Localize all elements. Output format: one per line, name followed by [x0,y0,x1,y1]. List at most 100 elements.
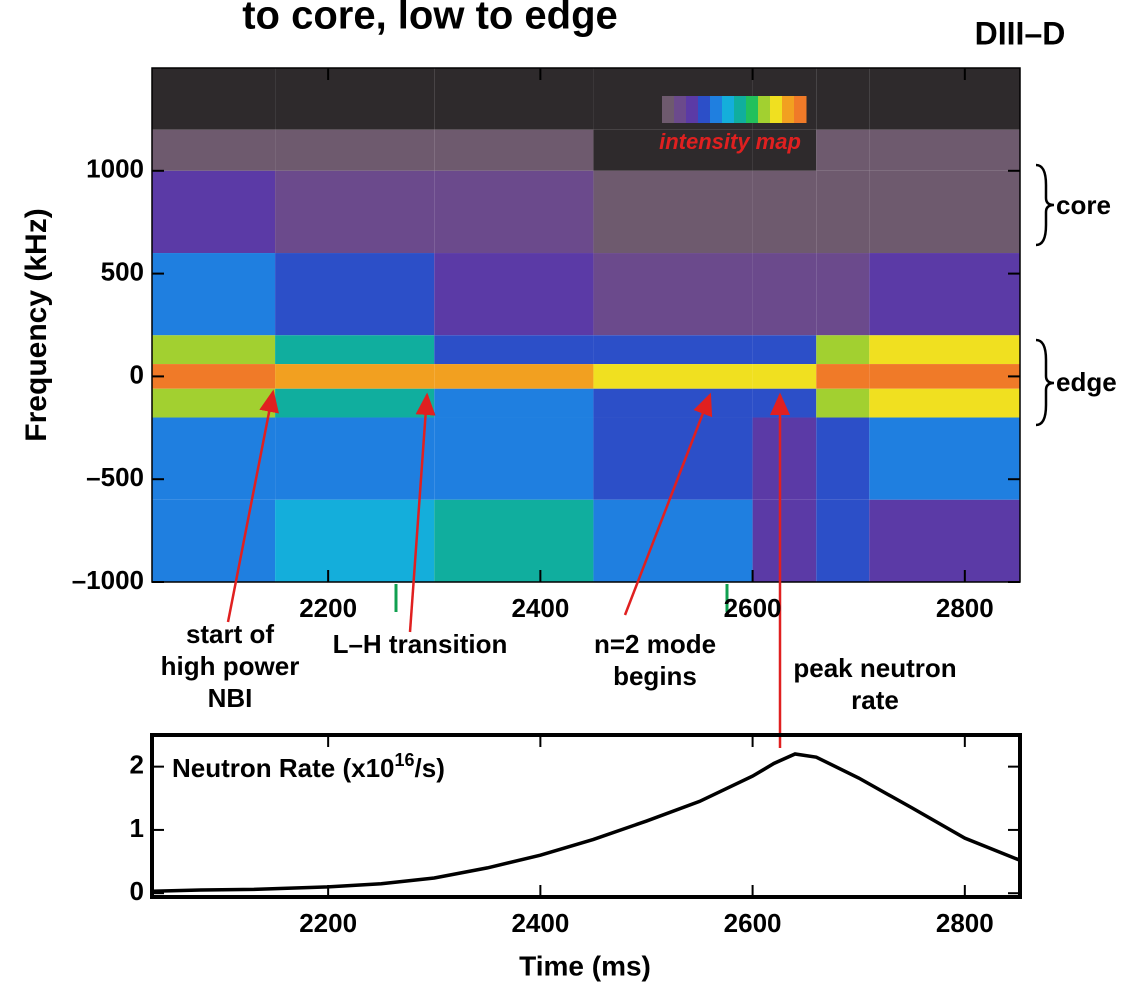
plot-frame [151,67,1021,583]
heat-cell [816,335,870,365]
heat-cell [434,253,594,336]
x-tick-label: 2200 [299,593,357,623]
heat-cell [752,388,817,418]
heat-cell [152,388,276,418]
region-label: core [1056,190,1111,220]
colorbar [650,96,807,123]
heat-cell [593,129,753,171]
colorbar-cell [686,96,699,123]
heat-cell [434,364,594,389]
edge-brace [1035,338,1055,427]
y-tick-label: 1 [130,813,144,843]
heat-cell [752,364,817,389]
annotation: start of [186,619,274,649]
heat-cell [275,170,435,254]
heat-cell [275,253,435,336]
heat-cell [593,170,753,254]
annotation: peak neutron [793,653,956,683]
heat-cell [869,364,1020,389]
heat-cell [434,499,594,582]
heat-cell [275,499,435,582]
x-tick-label: 2600 [724,908,782,938]
annotation: high power [161,651,300,681]
x-tick-label: 2200 [299,908,357,938]
heat-cell [869,388,1020,418]
heat-cell [434,335,594,365]
arrow [226,389,279,623]
colorbar-cell [674,96,687,123]
heat-cell [869,499,1020,582]
heat-cell [816,417,870,500]
series-label: Neutron Rate (x1016/s) [172,750,445,783]
x-tick-label: 2800 [936,593,994,623]
heat-cell [752,129,817,171]
label-part: Neutron Rate (x10 [172,753,395,783]
heat-cell [869,129,1020,171]
heat-cell [816,253,870,336]
heat-cell [752,417,817,500]
annotation: begins [613,661,697,691]
colorbar-cell [758,96,771,123]
colorbar-cell [698,96,711,123]
colorbar-cell [782,96,795,123]
region-label: edge [1056,367,1117,397]
y-axis-label: Frequency (kHz) [20,208,53,441]
heat-cell [275,129,435,171]
heat-cell [593,364,753,389]
heat-cell [752,253,817,336]
heat-cell [816,364,870,389]
heat-cell [593,499,753,582]
heat-cell [869,335,1020,365]
colorbar-cell [710,96,723,123]
heat-cell [152,417,276,500]
heat-cell [275,335,435,365]
heat-cell [434,170,594,254]
x-tick-label: 2400 [511,593,569,623]
colorbar-cell [722,96,735,123]
y-tick-label: 1000 [86,154,144,184]
heat-cell [869,68,1020,130]
colorbar-cell [650,96,663,123]
line [151,752,1021,894]
arrow [408,392,436,633]
annotation: L–H transition [333,629,508,659]
heat-cell [152,170,276,254]
heat-cell [752,335,817,365]
heat-cell [869,170,1020,254]
heat-cell [816,499,870,582]
colorbar-cell [746,96,759,123]
heat-cell [275,388,435,418]
heat-cell [816,170,870,254]
x-tick-label: 2600 [724,593,782,623]
y-tick-label: 2 [130,750,144,780]
heat-cell [275,68,435,130]
heat-cell [434,68,594,130]
arrow [623,392,713,616]
label-part: 16 [395,750,415,770]
y-tick-label: 0 [130,876,144,906]
heat-cell [152,499,276,582]
colorbar-cell [662,96,675,123]
heat-cell [152,68,276,130]
heat-cell [816,388,870,418]
annotation: n=2 mode [594,629,716,659]
heat-cell [275,364,435,389]
heat-cell [434,388,594,418]
colorbar-cell [770,96,783,123]
heat-cell [275,417,435,500]
x-axis-label: Time (ms) [519,950,651,981]
x-tick-label: 2400 [511,908,569,938]
arrows [226,389,790,748]
core-brace [1035,163,1055,247]
colorbar-cell [734,96,747,123]
heat-cell [593,253,753,336]
y-tick-label: –1000 [72,565,144,595]
heat-cell [752,170,817,254]
colorbar-label: intensity map [659,129,801,154]
colorbar-cell [794,96,807,123]
heat-cell [593,335,753,365]
heat-cell [434,129,594,171]
spectrogram [152,68,1020,582]
